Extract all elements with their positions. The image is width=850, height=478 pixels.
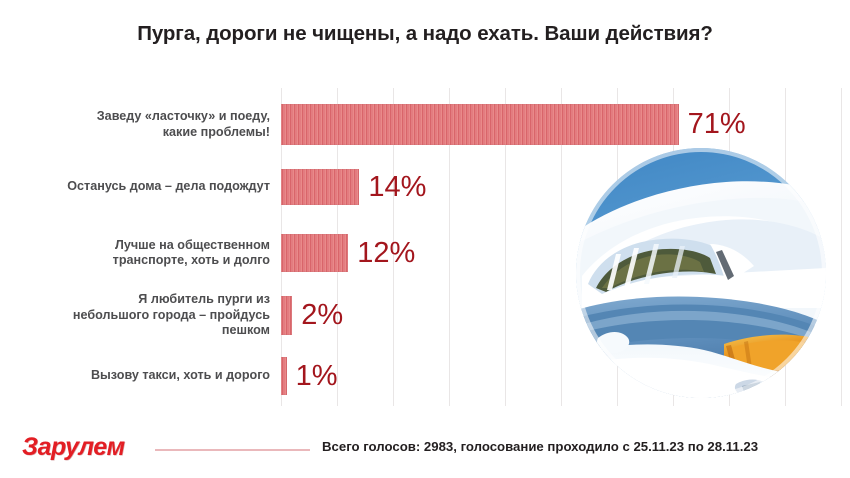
- poll-option-label-line: пешком: [221, 323, 270, 338]
- poll-option-label: Заведу «ласточку» и поеду, какие проблемы…: [10, 109, 270, 140]
- poll-bar: [281, 357, 287, 395]
- poll-option-label-line: Останусь дома – дела подождут: [67, 179, 270, 194]
- footer: Зарулем Всего голосов: 2983, голосование…: [0, 428, 850, 478]
- poll-option-label-line: транспорте, хоть и долго: [112, 253, 270, 267]
- poll-bar: [281, 104, 679, 145]
- gridline: [393, 88, 394, 406]
- bar-container: 14%: [281, 169, 426, 205]
- poll-row: Я любитель пурги из небольшого города – п…: [0, 292, 850, 337]
- poll-bar: [281, 169, 360, 205]
- page-title: Пурга, дороги не чищены, а надо ехать. В…: [137, 22, 713, 45]
- poll-bar-value: 1%: [295, 359, 338, 392]
- poll-bar-value: 71%: [687, 108, 746, 140]
- poll-row: Вызову такси, хоть и дорого 1%: [0, 357, 850, 395]
- poll-option-label-line: Заведу «ласточку» и поеду,: [96, 109, 270, 123]
- poll-option-label: Вызову такси, хоть и дорого: [10, 368, 270, 384]
- bar-container: 12%: [281, 234, 415, 272]
- gridline: [561, 88, 562, 406]
- gridline: [505, 88, 506, 406]
- poll-option-label-line: Вызову такси, хоть и дорого: [90, 368, 270, 383]
- poll-bar-value: 2%: [301, 299, 344, 331]
- vote-summary-text: Всего голосов: 2983, голосование проходи…: [322, 439, 759, 454]
- poll-option-label-line: небольшого города – пройдусь: [72, 307, 270, 322]
- poll-bar: [281, 296, 293, 335]
- bar-container: 71%: [281, 104, 746, 145]
- poll-option-label-line: Я любитель пурги из: [138, 292, 270, 307]
- snow-car-photo: [576, 148, 826, 398]
- poll-option-label-line: Лучше на общественном: [114, 237, 270, 252]
- poll-option-label-line: какие проблемы!: [162, 124, 270, 139]
- snow-car-illustration: [576, 148, 826, 398]
- poll-bar-value: 12%: [357, 236, 416, 269]
- poll-option-label: Лучше на общественном транспорте, хоть и …: [10, 238, 270, 269]
- poll-bar-value: 14%: [368, 170, 427, 203]
- bar-container: 2%: [281, 296, 343, 335]
- poll-row: Заведу «ласточку» и поеду, какие проблемы…: [0, 104, 850, 145]
- poll-row: Лучше на общественном транспорте, хоть и …: [0, 234, 850, 272]
- poll-bar: [281, 234, 349, 272]
- bar-container: 1%: [281, 357, 338, 395]
- gridline: [841, 88, 842, 406]
- zarulem-logo[interactable]: Зарулем: [22, 433, 125, 461]
- footer-divider: [155, 449, 310, 451]
- poll-option-label: Останусь дома – дела подождут: [10, 179, 270, 195]
- poll-option-label: Я любитель пурги из небольшого города – п…: [10, 292, 270, 339]
- poll-row: Останусь дома – дела подождут 14%: [0, 169, 850, 205]
- gridline: [449, 88, 450, 406]
